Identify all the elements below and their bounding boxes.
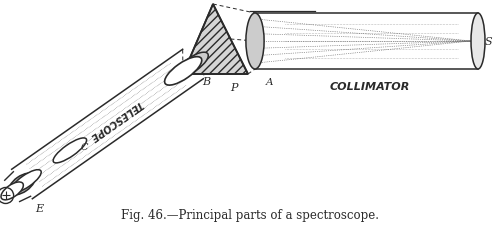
Text: COLLIMATOR: COLLIMATOR bbox=[330, 82, 410, 92]
Ellipse shape bbox=[11, 170, 41, 193]
Ellipse shape bbox=[9, 173, 35, 195]
Text: B: B bbox=[202, 77, 210, 87]
Ellipse shape bbox=[1, 182, 24, 200]
Polygon shape bbox=[183, 5, 248, 75]
Text: TELESCOPE: TELESCOPE bbox=[87, 98, 144, 141]
Text: S: S bbox=[485, 37, 492, 47]
Ellipse shape bbox=[53, 138, 86, 163]
Text: C: C bbox=[80, 142, 88, 151]
Ellipse shape bbox=[164, 57, 202, 86]
Text: E: E bbox=[35, 203, 43, 213]
Text: Fig. 46.—Principal parts of a spectroscope.: Fig. 46.—Principal parts of a spectrosco… bbox=[121, 208, 379, 221]
Ellipse shape bbox=[471, 14, 485, 70]
Ellipse shape bbox=[178, 53, 208, 76]
Text: P: P bbox=[230, 83, 237, 93]
Text: A: A bbox=[266, 78, 274, 87]
Ellipse shape bbox=[246, 14, 264, 70]
